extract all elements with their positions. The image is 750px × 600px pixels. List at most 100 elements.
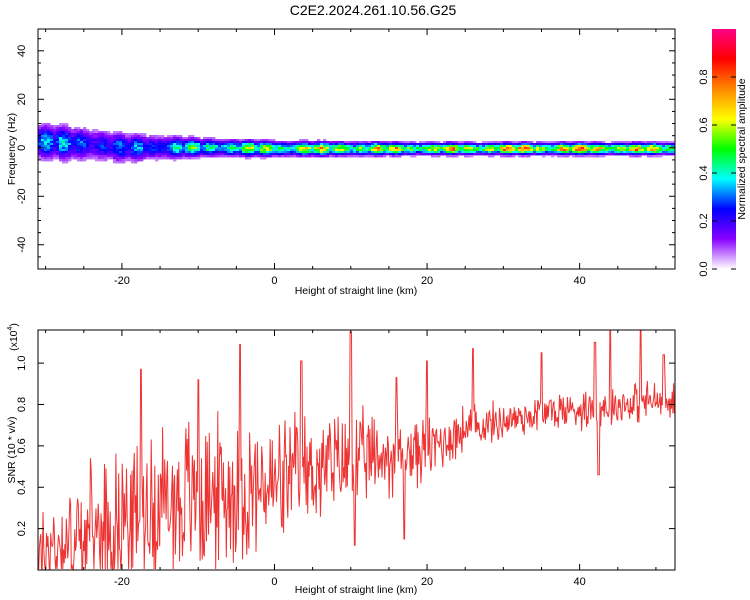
heatmap-cell <box>86 141 90 144</box>
heatmap-cell <box>482 147 486 150</box>
heatmap-cell <box>62 147 66 150</box>
heatmap-cell <box>173 149 177 152</box>
heatmap-cell <box>668 141 672 144</box>
heatmap-cell <box>527 141 531 144</box>
heatmap-cell <box>149 135 153 138</box>
heatmap-cell <box>206 155 210 158</box>
heatmap-cell <box>350 141 354 144</box>
heatmap-cell <box>206 147 210 150</box>
heatmap-cell <box>560 147 564 150</box>
heatmap-cell <box>290 147 294 150</box>
heatmap-cell <box>569 143 573 146</box>
heatmap-cell <box>119 155 123 158</box>
heatmap-cell <box>338 147 342 150</box>
heatmap-cell <box>542 153 546 156</box>
heatmap-cell <box>275 145 279 148</box>
heatmap-cell <box>188 151 192 154</box>
y-tick-label: 0.2 <box>16 521 28 536</box>
heatmap-cell <box>503 147 507 150</box>
heatmap-cell <box>407 141 411 144</box>
heatmap-cell <box>239 145 243 148</box>
heatmap-cell <box>134 133 138 136</box>
heatmap-cell <box>515 145 519 148</box>
heatmap-cell <box>311 149 315 152</box>
heatmap-cell <box>368 143 372 146</box>
heatmap-cell <box>95 135 99 138</box>
heatmap-cell <box>71 143 75 146</box>
heatmap-cell <box>176 157 180 160</box>
heatmap-cell <box>515 141 519 144</box>
heatmap-cell <box>119 153 123 156</box>
heatmap-cell <box>236 141 240 144</box>
heatmap-cell <box>668 153 672 156</box>
heatmap-cell <box>335 149 339 152</box>
heatmap-cell <box>398 145 402 148</box>
heatmap-cell <box>383 147 387 150</box>
heatmap-cell <box>659 143 663 146</box>
heatmap-cell <box>575 151 579 154</box>
heatmap-cell <box>437 141 441 144</box>
heatmap-cell <box>329 141 333 144</box>
heatmap-cell <box>647 153 651 156</box>
heatmap-cell <box>38 155 42 158</box>
heatmap-cell <box>572 155 576 158</box>
heatmap-cell <box>158 153 162 156</box>
heatmap-cell <box>461 141 465 144</box>
heatmap-cell <box>113 137 117 140</box>
heatmap-cell <box>350 153 354 156</box>
heatmap-cell <box>626 151 630 154</box>
heatmap-cell <box>149 155 153 158</box>
heatmap-cell <box>71 145 75 148</box>
heatmap-cell <box>608 149 612 152</box>
heatmap-cell <box>233 153 237 156</box>
heatmap-cell <box>182 143 186 146</box>
heatmap-cell <box>152 137 156 140</box>
heatmap-cell <box>557 141 561 144</box>
heatmap-cell <box>143 153 147 156</box>
heatmap-cell <box>509 149 513 152</box>
heatmap-cell <box>146 143 150 146</box>
heatmap-cell <box>200 151 204 154</box>
heatmap-cell <box>452 153 456 156</box>
heatmap-cell <box>380 153 384 156</box>
heatmap-cell <box>65 127 69 130</box>
heatmap-cell <box>185 145 189 148</box>
heatmap-cell <box>605 149 609 152</box>
heatmap-cell <box>170 143 174 146</box>
heatmap-cell <box>47 157 51 160</box>
heatmap-cell <box>641 141 645 144</box>
heatmap-cell <box>59 159 63 162</box>
heatmap-cell <box>194 157 198 160</box>
heatmap-cell <box>116 151 120 154</box>
heatmap-cell <box>92 131 96 134</box>
heatmap-cell <box>122 157 126 160</box>
heatmap-cell <box>113 157 117 160</box>
heatmap-cell <box>545 145 549 148</box>
heatmap-cell <box>56 141 60 144</box>
heatmap-cell <box>263 145 267 148</box>
heatmap-cell <box>263 153 267 156</box>
heatmap-cell <box>530 145 534 148</box>
heatmap-cell <box>41 145 45 148</box>
heatmap-cell <box>335 141 339 144</box>
heatmap-cell <box>236 151 240 154</box>
heatmap-cell <box>548 149 552 152</box>
heatmap-cell <box>575 147 579 150</box>
heatmap-cell <box>44 133 48 136</box>
heatmap-cell <box>356 143 360 146</box>
heatmap-cell <box>389 155 393 158</box>
heatmap-cell <box>401 151 405 154</box>
heatmap-cell <box>440 147 444 150</box>
heatmap-cell <box>305 153 309 156</box>
heatmap-cell <box>584 153 588 156</box>
heatmap-cell <box>161 143 165 146</box>
heatmap-cell <box>272 151 276 154</box>
heatmap-cell <box>446 155 450 158</box>
heatmap-cell <box>428 145 432 148</box>
heatmap-cell <box>101 139 105 142</box>
heatmap-cell <box>197 137 201 140</box>
heatmap-cell <box>98 153 102 156</box>
heatmap-cell <box>452 141 456 144</box>
heatmap-cell <box>614 143 618 146</box>
heatmap-cell <box>521 151 525 154</box>
